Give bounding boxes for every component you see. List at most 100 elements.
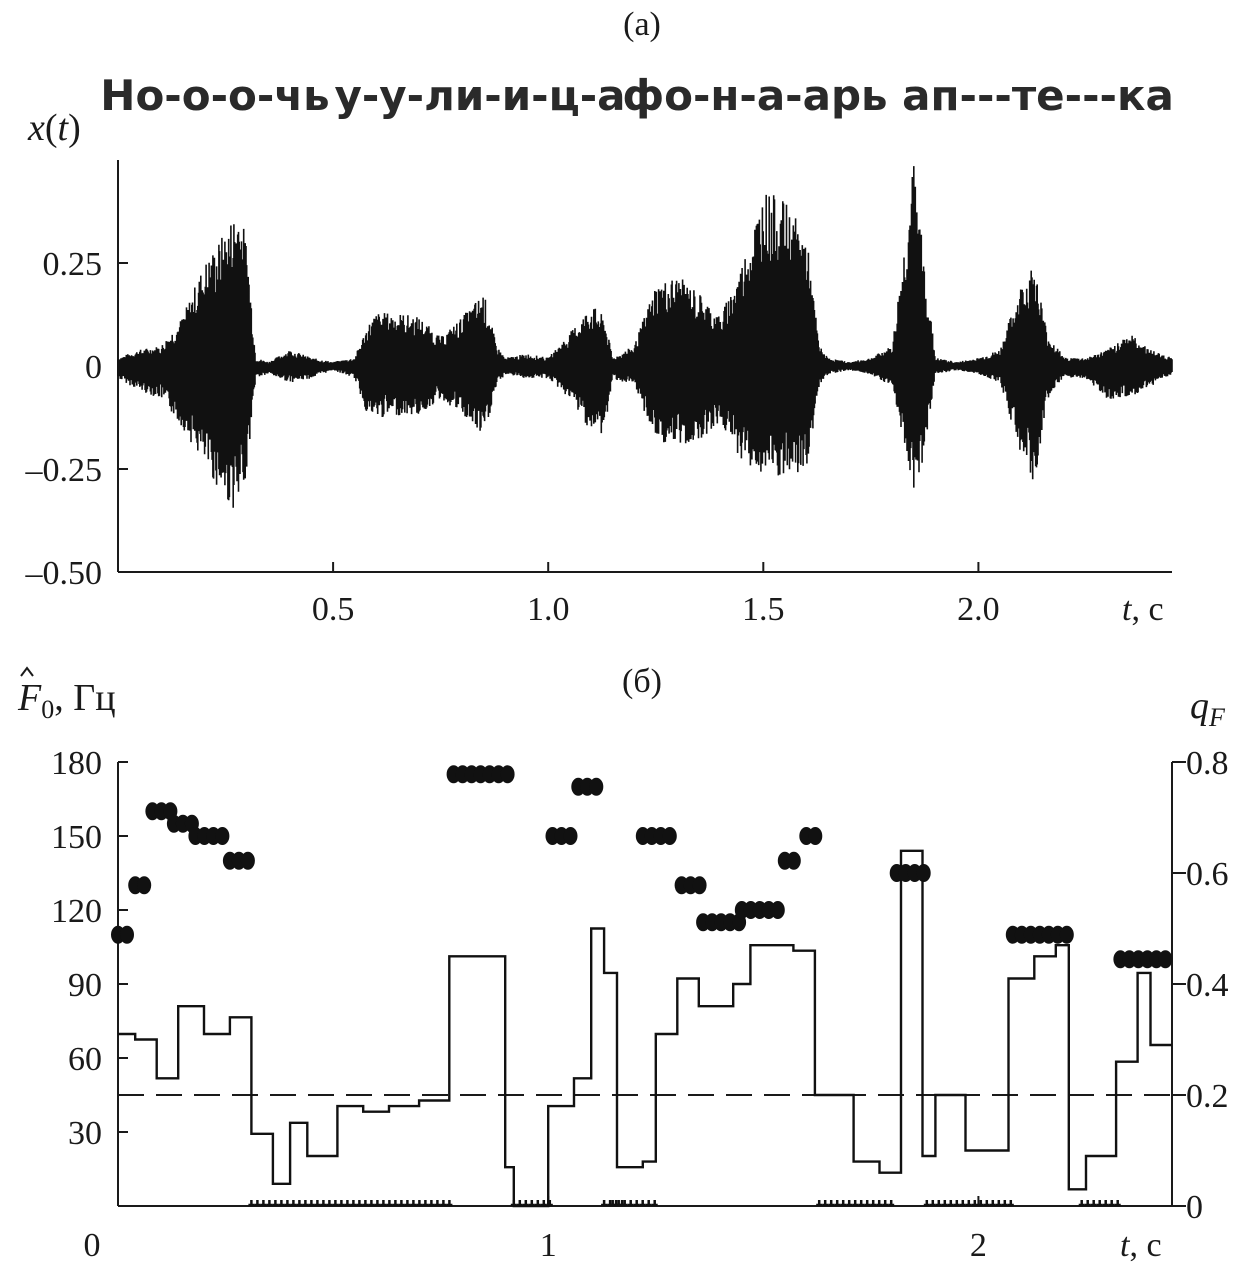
F0-zero-point: [398, 1200, 405, 1207]
F0-zero-point: [858, 1200, 865, 1207]
b-ytick-right-label: 0.2: [1186, 1078, 1229, 1115]
F0-zero-point: [983, 1200, 990, 1207]
a-ylabel-arg: t: [58, 107, 70, 149]
F0-zero-point: [947, 1200, 954, 1207]
a-xtick-label: 1.5: [742, 591, 785, 628]
b-ytick-label: 150: [51, 819, 102, 856]
F0-zero-point: [834, 1200, 841, 1207]
F0-zero-point: [290, 1200, 297, 1207]
b-ytick-right-label: 0.6: [1186, 856, 1229, 893]
F0-zero-point: [302, 1200, 309, 1207]
F0-zero-point: [627, 1200, 634, 1207]
F0-zero-point: [822, 1200, 829, 1207]
b-ylabel-right-sub: F: [1208, 703, 1226, 732]
a-xlabel-main: t: [1122, 591, 1133, 628]
F0-zero-point: [953, 1200, 960, 1207]
F0-zero-point: [651, 1200, 658, 1207]
a-xlabel-unit: , с: [1131, 591, 1163, 628]
F0-zero-point: [392, 1200, 399, 1207]
word-label-2: у-у-ли-и-ц-а: [334, 71, 625, 120]
F0-zero-point: [428, 1200, 435, 1207]
F0-zero-point: [1114, 1200, 1121, 1207]
F0-zero-point: [284, 1200, 291, 1207]
a-ylabel-main: x: [27, 107, 45, 149]
F0-zero-point: [888, 1200, 895, 1207]
a-yticks: 0.25 0 –0.25 –0.50: [25, 246, 128, 592]
b-ylabel-unit: , Гц: [54, 677, 115, 719]
b-ytick-label: 60: [68, 1041, 102, 1078]
F0-point: [120, 925, 134, 944]
F0-zero-point: [864, 1200, 871, 1207]
F0-zero-point: [266, 1200, 273, 1207]
b-ytick-right-label: 0.8: [1186, 745, 1229, 782]
word-label-1: Но-о-о-чь: [100, 71, 329, 120]
F0-zero-point: [959, 1200, 966, 1207]
waveform: [117, 166, 1173, 508]
F0-zero-point: [332, 1200, 339, 1207]
F0-point: [662, 827, 677, 845]
F0-zero-point: [326, 1200, 333, 1207]
F0-point: [1059, 925, 1074, 944]
F0-point: [692, 876, 707, 895]
F0-zero-point: [977, 1200, 984, 1207]
F0-zero-point: [870, 1200, 877, 1207]
F0-zero-point: [314, 1200, 321, 1207]
a-xtick-label: 1.0: [527, 591, 570, 628]
F0-zero-point: [1108, 1200, 1115, 1207]
F0-zero-point: [840, 1200, 847, 1207]
F0-zero-point: [609, 1200, 616, 1207]
F0-zero-point: [1084, 1200, 1091, 1207]
F0-zero-point: [528, 1200, 535, 1207]
a-ylabel: x(t): [27, 107, 81, 149]
F0-zero-point: [362, 1200, 369, 1207]
F0-zero-point: [422, 1200, 429, 1207]
F0-zero-point: [1007, 1200, 1014, 1207]
a-ytick-label: 0: [85, 349, 102, 386]
F0-zero-point: [320, 1200, 327, 1207]
F0-zero-point: [350, 1200, 357, 1207]
a-xlabel: t, с: [1122, 591, 1164, 628]
b-xtick-label: 2: [970, 1227, 987, 1264]
F0-zero-point: [846, 1200, 853, 1207]
panel-b-label: (б): [622, 663, 662, 700]
F0-point: [916, 864, 931, 882]
qF-path: [118, 849, 1172, 1208]
b-ylabel-main: F: [17, 677, 42, 719]
b-xlabel-unit: , с: [1129, 1227, 1161, 1264]
a-ytick-label: 0.25: [43, 246, 103, 283]
a-ytick-label: –0.25: [25, 452, 103, 489]
b-ytick-right-label: 0.4: [1186, 967, 1229, 1004]
b-ytick-label: 90: [68, 967, 102, 1004]
F0-zero-point: [344, 1200, 351, 1207]
F0-zero-point: [876, 1200, 883, 1207]
F0-point: [770, 901, 785, 919]
F0-zero-point: [374, 1200, 381, 1207]
F0-zero-point: [540, 1200, 547, 1207]
b-yticks-right: 0 0.2 0.4 0.6 0.8: [1172, 745, 1229, 1226]
F0-zero-point: [645, 1200, 652, 1207]
F0-zero-point: [852, 1200, 859, 1207]
b-xlabel-main: t: [1120, 1227, 1131, 1264]
F0-zero-point: [1090, 1200, 1097, 1207]
b-xticks: 0 1 2: [84, 1196, 987, 1264]
b-xtick-label: 1: [540, 1227, 557, 1264]
F0-zero-point: [386, 1200, 393, 1207]
F0-zero-point: [816, 1200, 823, 1207]
F0-zero-point: [254, 1200, 261, 1207]
a-ytick-label: –0.50: [25, 555, 103, 592]
F0-zero-point: [510, 1200, 517, 1207]
panel-a-label: (а): [623, 6, 661, 43]
F0-zero-point: [1102, 1200, 1109, 1207]
qF-step-curve: [118, 849, 1172, 1208]
F0-zero-point: [516, 1200, 523, 1207]
F0-zero-point: [416, 1200, 423, 1207]
b-ylabel-left: F0, Гц: [17, 677, 116, 724]
F0-point: [589, 777, 604, 796]
F0-zero-point: [1096, 1200, 1103, 1207]
F0-zero-point: [633, 1200, 640, 1207]
F0-zero-point: [923, 1200, 930, 1207]
a-xtick-label: 2.0: [957, 591, 1000, 628]
b-xlabel: t, с: [1120, 1227, 1162, 1264]
F0-zero-point: [1001, 1200, 1008, 1207]
